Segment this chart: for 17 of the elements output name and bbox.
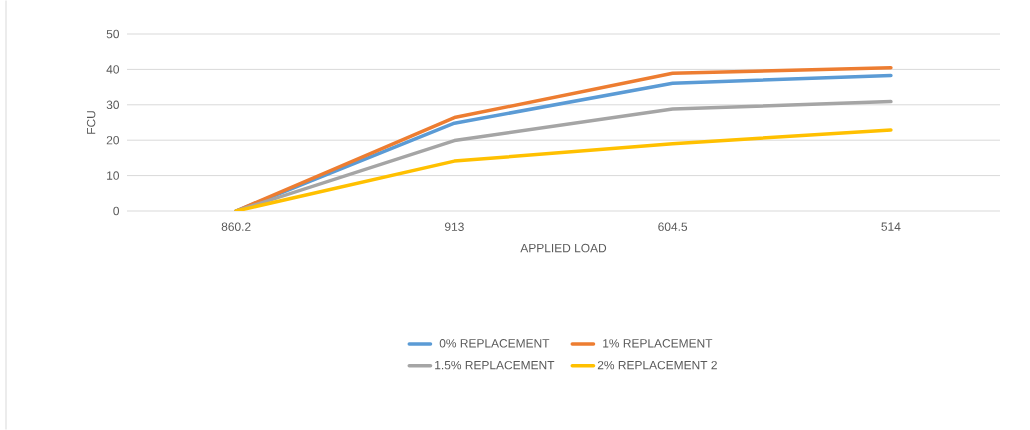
- line-series: [234, 128, 893, 211]
- x-tick-label: 913: [444, 222, 464, 231]
- legend-label: 1% REPLACEMENT: [603, 339, 713, 348]
- y-tick-label: 10: [107, 171, 120, 180]
- legend-label: 0% REPLACEMENT: [439, 339, 550, 348]
- y-tick-label: 40: [106, 65, 120, 74]
- legend-label: 1.5% REPLACEMENT: [435, 360, 555, 370]
- x-tick-label: 514: [881, 222, 901, 231]
- legend-label: 2% REPLACEMENT 2: [597, 360, 717, 370]
- x-tick-label: 860.2: [221, 222, 251, 231]
- y-tick-label: 20: [106, 135, 120, 145]
- y-tick-label: 30: [106, 100, 120, 110]
- y-tick-label: 0: [113, 206, 120, 216]
- x-tick-label: 604.5: [658, 222, 688, 231]
- y-axis-title: FCU: [86, 111, 96, 134]
- y-tick-label: 50: [106, 29, 120, 39]
- x-axis-title: APPLIED LOAD: [520, 243, 607, 253]
